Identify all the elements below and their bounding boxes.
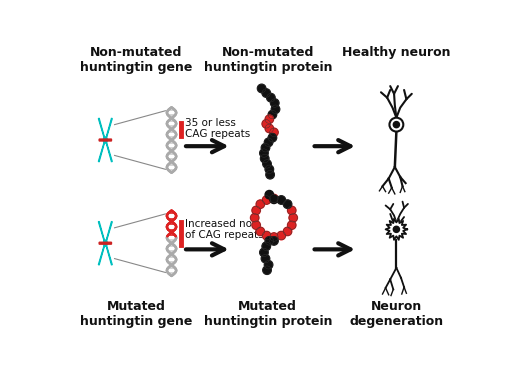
Circle shape xyxy=(270,195,278,204)
Circle shape xyxy=(261,154,269,163)
Circle shape xyxy=(393,226,399,232)
Circle shape xyxy=(283,227,292,236)
Text: Healthy neuron: Healthy neuron xyxy=(342,46,451,59)
Text: Non-mutated
huntingtin protein: Non-mutated huntingtin protein xyxy=(204,46,332,74)
Circle shape xyxy=(270,194,278,203)
Circle shape xyxy=(266,170,274,179)
Circle shape xyxy=(252,206,261,215)
Polygon shape xyxy=(106,245,112,265)
Circle shape xyxy=(268,134,276,142)
Polygon shape xyxy=(98,222,104,241)
Circle shape xyxy=(262,231,271,240)
Circle shape xyxy=(263,160,271,168)
Text: Mutated
huntingtin protein: Mutated huntingtin protein xyxy=(204,300,332,328)
Polygon shape xyxy=(106,118,112,138)
Circle shape xyxy=(268,110,276,119)
Ellipse shape xyxy=(103,240,107,246)
Polygon shape xyxy=(386,219,407,240)
Circle shape xyxy=(250,214,259,222)
Polygon shape xyxy=(98,245,104,265)
Ellipse shape xyxy=(103,137,107,143)
Circle shape xyxy=(270,128,278,137)
Circle shape xyxy=(270,237,278,245)
Circle shape xyxy=(263,266,271,275)
Circle shape xyxy=(265,237,273,245)
Circle shape xyxy=(261,144,270,152)
Circle shape xyxy=(277,231,286,240)
Circle shape xyxy=(262,89,270,97)
Circle shape xyxy=(265,115,273,124)
Text: Non-mutated
huntingtin gene: Non-mutated huntingtin gene xyxy=(80,46,193,74)
Circle shape xyxy=(261,254,270,263)
Circle shape xyxy=(265,165,273,174)
Circle shape xyxy=(267,93,275,102)
Circle shape xyxy=(258,84,266,93)
Circle shape xyxy=(262,196,271,204)
FancyBboxPatch shape xyxy=(99,139,112,141)
Circle shape xyxy=(262,119,270,128)
Circle shape xyxy=(264,138,273,147)
Circle shape xyxy=(252,221,261,229)
Circle shape xyxy=(289,214,297,222)
Polygon shape xyxy=(98,118,104,138)
Circle shape xyxy=(260,149,268,157)
Circle shape xyxy=(271,105,280,113)
Text: Increased no.
of CAG repeats: Increased no. of CAG repeats xyxy=(185,218,263,240)
Circle shape xyxy=(288,221,296,229)
Circle shape xyxy=(265,124,273,133)
Circle shape xyxy=(256,227,265,236)
Circle shape xyxy=(265,190,273,199)
Text: 35 or less
CAG repeats: 35 or less CAG repeats xyxy=(185,118,250,139)
Circle shape xyxy=(283,200,292,209)
Circle shape xyxy=(288,206,296,215)
FancyBboxPatch shape xyxy=(99,242,112,244)
Polygon shape xyxy=(106,222,112,241)
Circle shape xyxy=(260,248,268,257)
Circle shape xyxy=(256,200,265,209)
Circle shape xyxy=(390,118,403,132)
Circle shape xyxy=(270,99,279,107)
Circle shape xyxy=(277,196,286,204)
Polygon shape xyxy=(106,142,112,162)
Circle shape xyxy=(393,122,399,128)
Text: Neuron
degeneration: Neuron degeneration xyxy=(349,300,443,328)
Circle shape xyxy=(262,242,270,250)
Polygon shape xyxy=(98,142,104,162)
Circle shape xyxy=(264,260,273,269)
Circle shape xyxy=(270,233,278,241)
Text: Mutated
huntingtin gene: Mutated huntingtin gene xyxy=(80,300,193,328)
